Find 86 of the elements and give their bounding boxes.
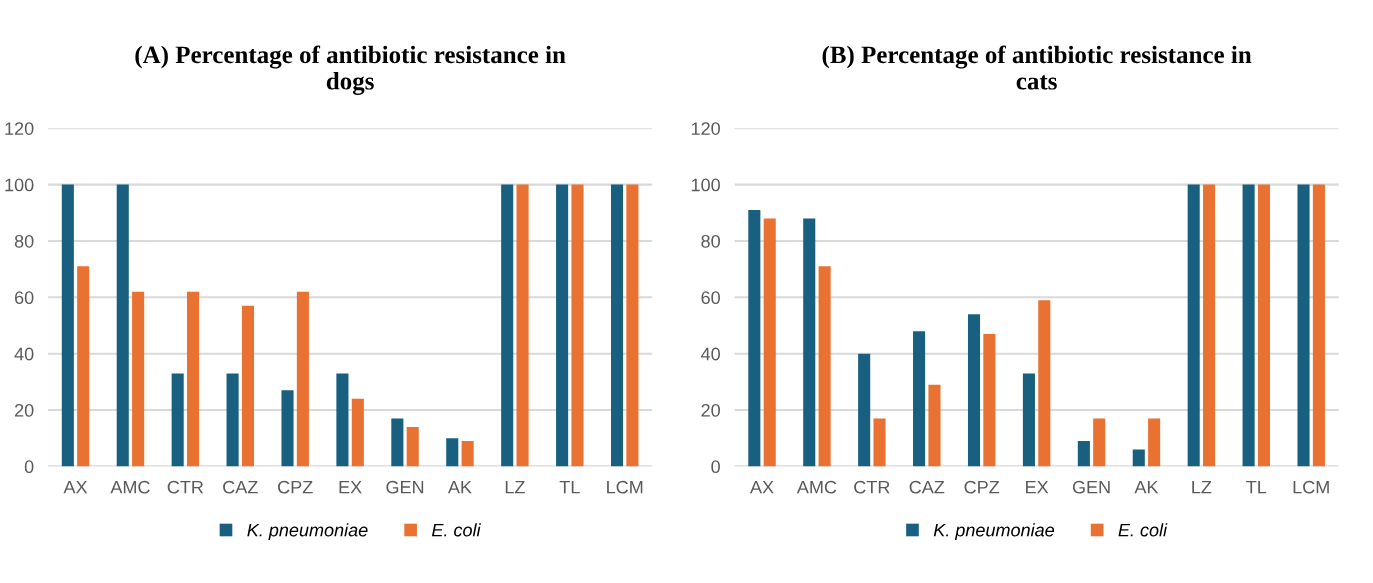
bar <box>77 266 90 467</box>
y-tick-label: 120 <box>691 122 720 135</box>
bar <box>406 426 419 467</box>
bar <box>556 184 569 467</box>
bar <box>1148 418 1161 467</box>
bar <box>763 218 776 467</box>
bar <box>858 353 871 467</box>
bar <box>967 314 981 467</box>
bar <box>516 184 529 467</box>
bar <box>1022 373 1035 467</box>
x-tick-label: AK <box>447 480 472 494</box>
x-tick-label: GEN <box>1072 480 1110 494</box>
x-tick-label: LZ <box>1192 480 1212 494</box>
y-tick-label: 0 <box>711 460 720 474</box>
y-tick-label: 80 <box>701 234 720 248</box>
bar <box>296 291 309 467</box>
y-tick-label: 100 <box>5 178 34 192</box>
y-tick-label: 40 <box>701 347 720 361</box>
bar <box>818 266 831 467</box>
bar <box>913 331 926 467</box>
legend-label: K. pneumoniae <box>247 523 368 541</box>
y-tick-label: 120 <box>5 122 34 135</box>
bar <box>501 184 514 467</box>
bar <box>1093 418 1106 467</box>
bar <box>281 390 294 467</box>
bar <box>803 218 816 467</box>
x-tick-label: AX <box>63 480 88 494</box>
chart-title: (A) Percentage of antibiotic resistance in dogs <box>135 45 566 95</box>
bar <box>626 184 639 467</box>
bar <box>748 209 761 467</box>
bar <box>1242 184 1255 467</box>
x-tick-label: AMC <box>796 480 837 494</box>
bar <box>351 398 364 467</box>
x-tick-label: AK <box>1134 480 1159 494</box>
bar <box>571 184 584 467</box>
x-tick-label: CTR <box>167 480 204 494</box>
bar <box>61 184 74 467</box>
x-tick-label: EX <box>1026 480 1049 494</box>
bar <box>241 305 255 467</box>
y-tick-label: 20 <box>701 403 720 417</box>
bar <box>1203 184 1216 467</box>
y-tick-label: 60 <box>701 291 720 305</box>
legend-label: E. coli <box>431 523 481 537</box>
legend-label: E. coli <box>1118 523 1168 537</box>
x-tick-label: LCM <box>607 480 643 494</box>
bar <box>1297 184 1310 467</box>
x-tick-label: AX <box>750 480 774 494</box>
x-tick-label: CPZ <box>278 480 313 494</box>
y-tick-label: 100 <box>691 178 720 192</box>
bar <box>1312 184 1325 467</box>
x-tick-label: LCM <box>1293 480 1329 494</box>
bar <box>983 333 996 467</box>
bar <box>132 291 145 467</box>
chart-title: (B) Percentage of antibiotic resistance in cats <box>822 45 1252 90</box>
bar <box>1257 184 1271 467</box>
y-tick-label: 0 <box>24 460 34 474</box>
bar <box>610 184 624 467</box>
x-tick-label: AMC <box>110 480 150 494</box>
bar <box>1132 449 1145 467</box>
bar <box>391 418 404 467</box>
y-tick-label: 40 <box>14 347 34 361</box>
bar <box>461 441 474 467</box>
bar <box>873 418 886 467</box>
bar <box>171 373 184 467</box>
bar <box>336 373 349 467</box>
bar <box>1077 441 1090 467</box>
x-tick-label: CAZ <box>223 480 258 494</box>
y-tick-label: 60 <box>15 291 34 305</box>
x-tick-label: GEN <box>386 480 424 494</box>
y-tick-label: 20 <box>14 403 34 417</box>
x-tick-label: LZ <box>505 480 525 494</box>
bar <box>1038 300 1051 467</box>
x-tick-label: EX <box>339 480 362 494</box>
bar <box>116 184 129 467</box>
bar <box>928 384 941 467</box>
x-tick-label: CAZ <box>909 480 945 494</box>
y-tick-label: 80 <box>14 234 34 248</box>
bar <box>187 291 200 467</box>
x-tick-label: CPZ <box>964 480 1000 494</box>
bar <box>1187 184 1200 467</box>
x-tick-label: CTR <box>854 480 890 494</box>
x-tick-label: TL <box>1246 480 1267 494</box>
x-tick-label: TL <box>559 480 580 494</box>
legend-label: K. pneumoniae <box>933 523 1055 541</box>
bar <box>226 373 239 467</box>
bar <box>446 438 459 467</box>
